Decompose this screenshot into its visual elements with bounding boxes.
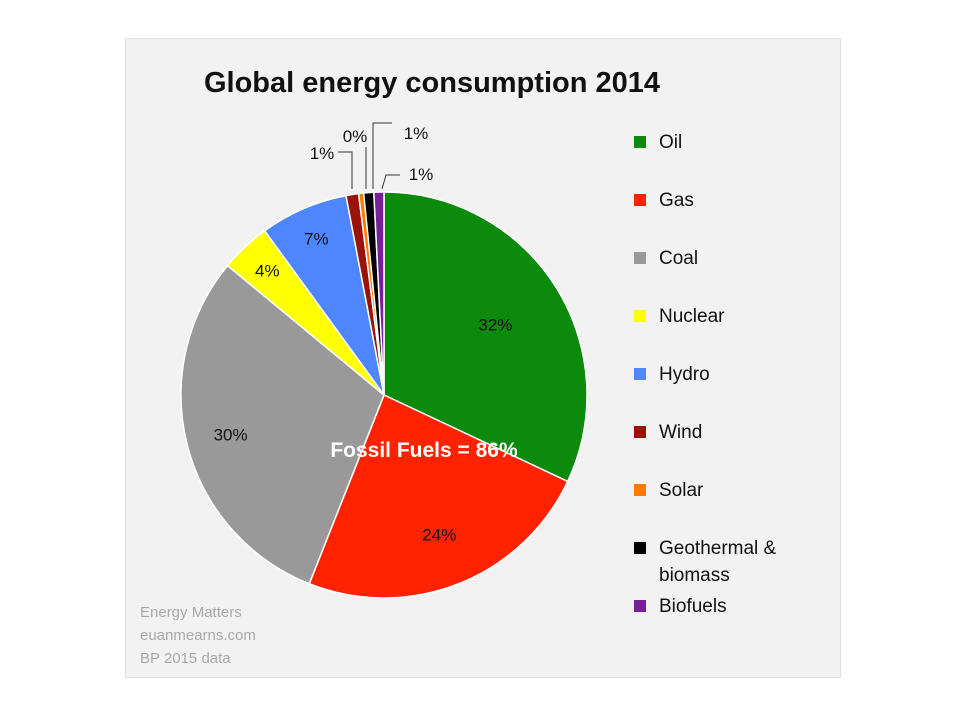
legend-swatch (634, 310, 646, 322)
legend-swatch (634, 542, 646, 554)
data-label-gas: 24% (422, 526, 456, 545)
pie-slice-biofuels (373, 191, 385, 396)
chart-title: Global energy consumption 2014 (203, 67, 661, 99)
data-label-coal: 30% (214, 425, 248, 444)
legend-label: Geothermal & biomass (659, 538, 777, 586)
legend-label: Coal (659, 248, 699, 269)
leader-line (372, 122, 392, 189)
data-label-hydro: 7% (304, 230, 329, 249)
legend-label: Solar (659, 480, 704, 501)
credit-line: Energy Matters (140, 604, 242, 621)
pie-slice-oil (383, 191, 588, 483)
fossil-fuels-annotation: Fossil Fuels = 86% (330, 439, 518, 462)
legend-label: Biofuels (659, 596, 727, 617)
legend-label: Nuclear (659, 306, 725, 327)
credits: Energy Matters euanmearns.com BP 2015 da… (140, 601, 256, 670)
data-label-nuclear: 4% (255, 262, 280, 281)
data-label-oil: 32% (478, 315, 512, 334)
legend-label: Hydro (659, 364, 710, 385)
legend-swatch (634, 368, 646, 380)
pie-chart: 32% 24% 30% 4% 7% 1% 0% 1% 1% Fossil Fuels = 86% (180, 122, 588, 599)
pie-slice-coal (180, 264, 385, 585)
chart-panel: Global energy consumption 2014 32% 24% 30%… (125, 38, 841, 678)
credit-line: BP 2015 data (140, 650, 231, 667)
data-label-wind: 1% (310, 144, 335, 163)
legend-label: Gas (659, 190, 694, 211)
leader-line (338, 151, 353, 189)
legend-swatch (634, 600, 646, 612)
data-label-biofuels: 1% (409, 165, 434, 184)
data-label-solar: 0% (343, 127, 368, 146)
pie-slice-gas (308, 393, 569, 599)
legend-swatch (634, 136, 646, 148)
legend-swatch (634, 426, 646, 438)
legend-swatch (634, 484, 646, 496)
credit-line: euanmearns.com (140, 627, 256, 644)
legend-swatch (634, 194, 646, 206)
legend-label: Oil (659, 132, 683, 153)
legend-label: Wind (659, 422, 703, 443)
data-label-geothermal-biomass: 1% (404, 124, 429, 143)
legend-swatch (634, 252, 646, 264)
leader-line (381, 174, 400, 190)
